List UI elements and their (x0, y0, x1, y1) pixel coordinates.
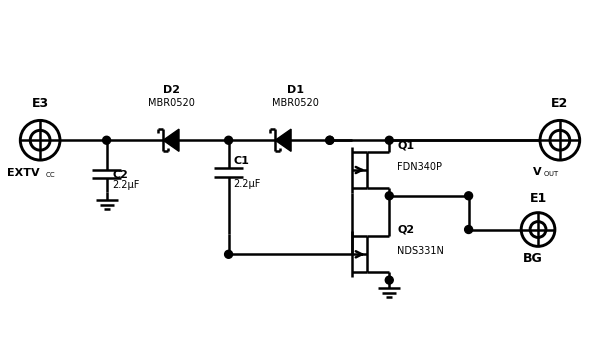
Text: MBR0520: MBR0520 (272, 98, 319, 107)
Circle shape (224, 250, 233, 258)
Circle shape (326, 136, 334, 144)
Polygon shape (163, 129, 179, 151)
Text: EXTV: EXTV (7, 168, 40, 178)
Text: MBR0520: MBR0520 (148, 98, 194, 107)
Text: E1: E1 (529, 192, 547, 205)
Circle shape (385, 136, 393, 144)
Circle shape (464, 192, 473, 200)
Text: D1: D1 (287, 85, 304, 95)
Text: 2.2μF: 2.2μF (113, 180, 140, 190)
Circle shape (326, 136, 334, 144)
Text: $_{\mathregular{CC}}$: $_{\mathregular{CC}}$ (45, 170, 56, 180)
Text: V: V (533, 167, 542, 177)
Polygon shape (275, 129, 291, 151)
Text: Q2: Q2 (397, 224, 415, 235)
Text: C2: C2 (113, 170, 128, 180)
Text: E2: E2 (551, 98, 568, 111)
Circle shape (385, 192, 393, 200)
Text: D2: D2 (163, 85, 179, 95)
Text: E3: E3 (32, 98, 49, 111)
Circle shape (103, 136, 110, 144)
Text: Q1: Q1 (397, 140, 415, 150)
Circle shape (385, 276, 393, 284)
Text: 2.2μF: 2.2μF (233, 179, 261, 189)
Text: NDS331N: NDS331N (397, 246, 444, 256)
Text: FDN340P: FDN340P (397, 162, 442, 172)
Circle shape (464, 225, 473, 234)
Text: $_{\mathregular{OUT}}$: $_{\mathregular{OUT}}$ (543, 169, 560, 179)
Circle shape (224, 136, 233, 144)
Text: C1: C1 (233, 156, 250, 166)
Text: BG: BG (523, 252, 543, 265)
